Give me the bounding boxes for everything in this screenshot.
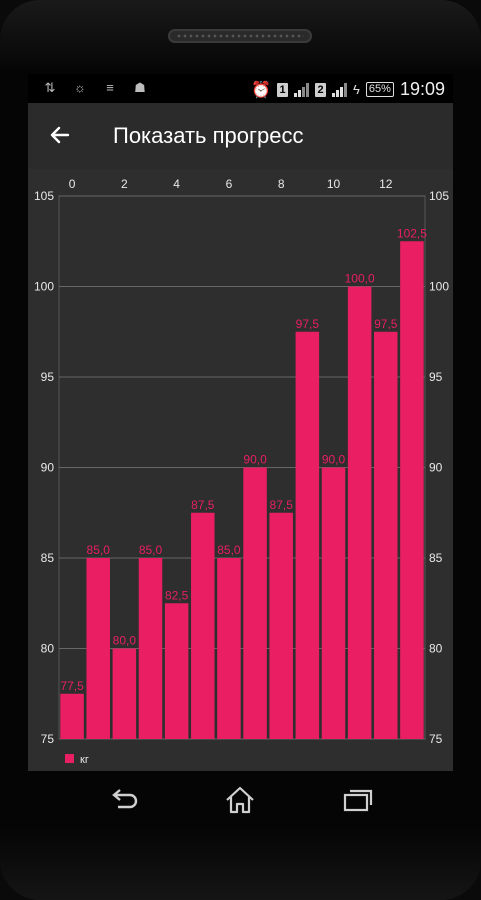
screen: ⇅ ☼ ≡ ☗ ⏰ 1 2 ϟ 65% 19:09 bbox=[28, 74, 453, 771]
bar-value-label: 90,0 bbox=[322, 453, 346, 467]
bar-chart-svg: 75 75 80 80 85 85 90 90 95 95 100 100 105 105 0 2 4 6 8 10 1… bbox=[34, 177, 449, 766]
bar-value-label: 85,0 bbox=[87, 543, 111, 557]
clock: 19:09 bbox=[399, 79, 445, 99]
sim1-badge: 1 bbox=[277, 82, 289, 97]
bar[interactable] bbox=[112, 648, 137, 740]
page-title: Показать прогресс bbox=[113, 123, 304, 148]
bar[interactable] bbox=[217, 558, 241, 739]
bar[interactable] bbox=[269, 512, 293, 739]
bar[interactable] bbox=[400, 241, 424, 739]
status-bar: ⇅ ☼ ≡ ☗ ⏰ 1 2 ϟ 65% 19:09 bbox=[28, 74, 453, 103]
bar[interactable] bbox=[243, 467, 267, 740]
y-tick-label-right: 100 bbox=[429, 280, 449, 294]
signal-sim1-icon bbox=[294, 82, 310, 97]
bar[interactable] bbox=[295, 331, 320, 739]
y-tick-label-left: 105 bbox=[34, 189, 54, 203]
nav-bar bbox=[0, 771, 481, 831]
y-tick-label-right: 95 bbox=[429, 370, 443, 384]
y-tick-label-right: 80 bbox=[429, 642, 443, 656]
y-tick-label-left: 80 bbox=[41, 642, 55, 656]
arrow-left-icon[interactable] bbox=[48, 123, 72, 147]
bar-value-label: 77,5 bbox=[60, 679, 84, 693]
bar[interactable] bbox=[86, 558, 110, 739]
bar-value-label: 97,5 bbox=[374, 317, 398, 331]
y-tick-label-left: 100 bbox=[34, 280, 54, 294]
bar-value-label: 87,5 bbox=[270, 498, 294, 512]
cell-data-icon: ≡ bbox=[106, 80, 114, 95]
y-tick-label-right: 90 bbox=[429, 461, 443, 475]
legend-label: кг bbox=[80, 754, 89, 766]
signal-sim2-icon bbox=[332, 82, 348, 97]
bar[interactable] bbox=[138, 558, 163, 739]
x-tick-label: 2 bbox=[121, 177, 128, 191]
alarm-clock-icon: ⏰ bbox=[251, 81, 272, 99]
legend-swatch bbox=[65, 754, 74, 763]
android-icon: ☗ bbox=[134, 80, 146, 95]
x-tick-label: 8 bbox=[278, 177, 285, 191]
bar-value-label: 85,0 bbox=[139, 543, 163, 557]
nav-home-icon[interactable] bbox=[223, 785, 257, 815]
progress-chart: 75 75 80 80 85 85 90 90 95 95 100 100 105 105 0 2 4 6 8 10 1… bbox=[28, 169, 453, 771]
bar[interactable] bbox=[374, 331, 398, 739]
bar[interactable] bbox=[191, 512, 215, 739]
x-tick-label: 12 bbox=[379, 177, 393, 191]
y-tick-label-right: 75 bbox=[429, 732, 443, 746]
sim2-badge: 2 bbox=[315, 82, 327, 97]
y-tick-label-left: 95 bbox=[41, 370, 55, 384]
x-tick-label: 4 bbox=[173, 177, 180, 191]
bar[interactable] bbox=[164, 603, 189, 739]
bar-value-label: 87,5 bbox=[191, 498, 215, 512]
usb-icon: ⇅ bbox=[44, 80, 56, 95]
app-bar: Показать прогресс bbox=[28, 103, 453, 169]
y-tick-label-right: 105 bbox=[429, 189, 449, 203]
bar[interactable] bbox=[321, 467, 346, 740]
y-tick-label-right: 85 bbox=[429, 551, 443, 565]
bar-value-label: 102,5 bbox=[397, 226, 427, 240]
x-tick-label: 10 bbox=[327, 177, 341, 191]
x-tick-label: 0 bbox=[69, 177, 76, 191]
battery-badge: 65% bbox=[365, 82, 394, 97]
bar[interactable] bbox=[60, 693, 84, 739]
charging-icon: ϟ bbox=[353, 82, 360, 97]
bar-value-label: 80,0 bbox=[113, 634, 137, 648]
nav-recents-icon[interactable] bbox=[341, 785, 375, 815]
bar-value-label: 90,0 bbox=[243, 453, 267, 467]
speaker-grille bbox=[168, 29, 312, 43]
nav-back-icon[interactable] bbox=[106, 785, 140, 815]
y-tick-label-left: 85 bbox=[41, 551, 55, 565]
bar-value-label: 100,0 bbox=[345, 272, 375, 286]
bar-value-label: 97,5 bbox=[296, 317, 320, 331]
bar-value-label: 85,0 bbox=[217, 543, 241, 557]
bulb-icon: ☼ bbox=[74, 80, 86, 95]
x-tick-label: 6 bbox=[226, 177, 233, 191]
y-tick-label-left: 90 bbox=[41, 461, 55, 475]
bar-value-label: 82,5 bbox=[165, 588, 189, 602]
bar[interactable] bbox=[347, 286, 372, 740]
y-tick-label-left: 75 bbox=[41, 732, 55, 746]
